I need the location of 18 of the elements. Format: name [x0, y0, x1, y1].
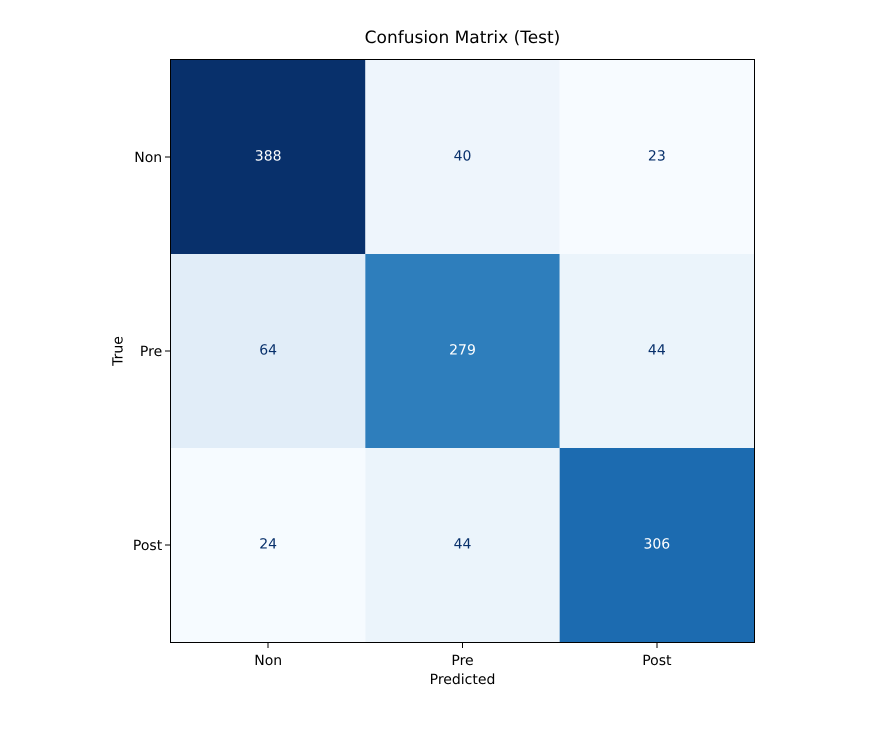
- x-tick-label: Non: [254, 652, 282, 669]
- data-label: 64: [259, 342, 278, 358]
- x-tick-label: Pre: [451, 652, 474, 669]
- x-tick-label: Post: [642, 652, 672, 669]
- data-label: 40: [454, 148, 472, 164]
- data-label: 24: [259, 536, 278, 552]
- data-label: 44: [454, 536, 472, 552]
- x-axis-title: Predicted: [430, 672, 496, 688]
- data-label: 388: [254, 148, 282, 164]
- data-label: 279: [449, 342, 476, 358]
- data-label: 23: [648, 148, 666, 164]
- y-tick-label: Pre: [140, 344, 162, 360]
- data-label: 306: [643, 536, 670, 552]
- y-axis-title: True: [110, 336, 127, 367]
- chart-title: Confusion Matrix (Test): [364, 28, 560, 48]
- y-tick-label: Non: [134, 150, 162, 166]
- y-tick-label: Post: [132, 538, 163, 554]
- data-label: 44: [648, 342, 666, 358]
